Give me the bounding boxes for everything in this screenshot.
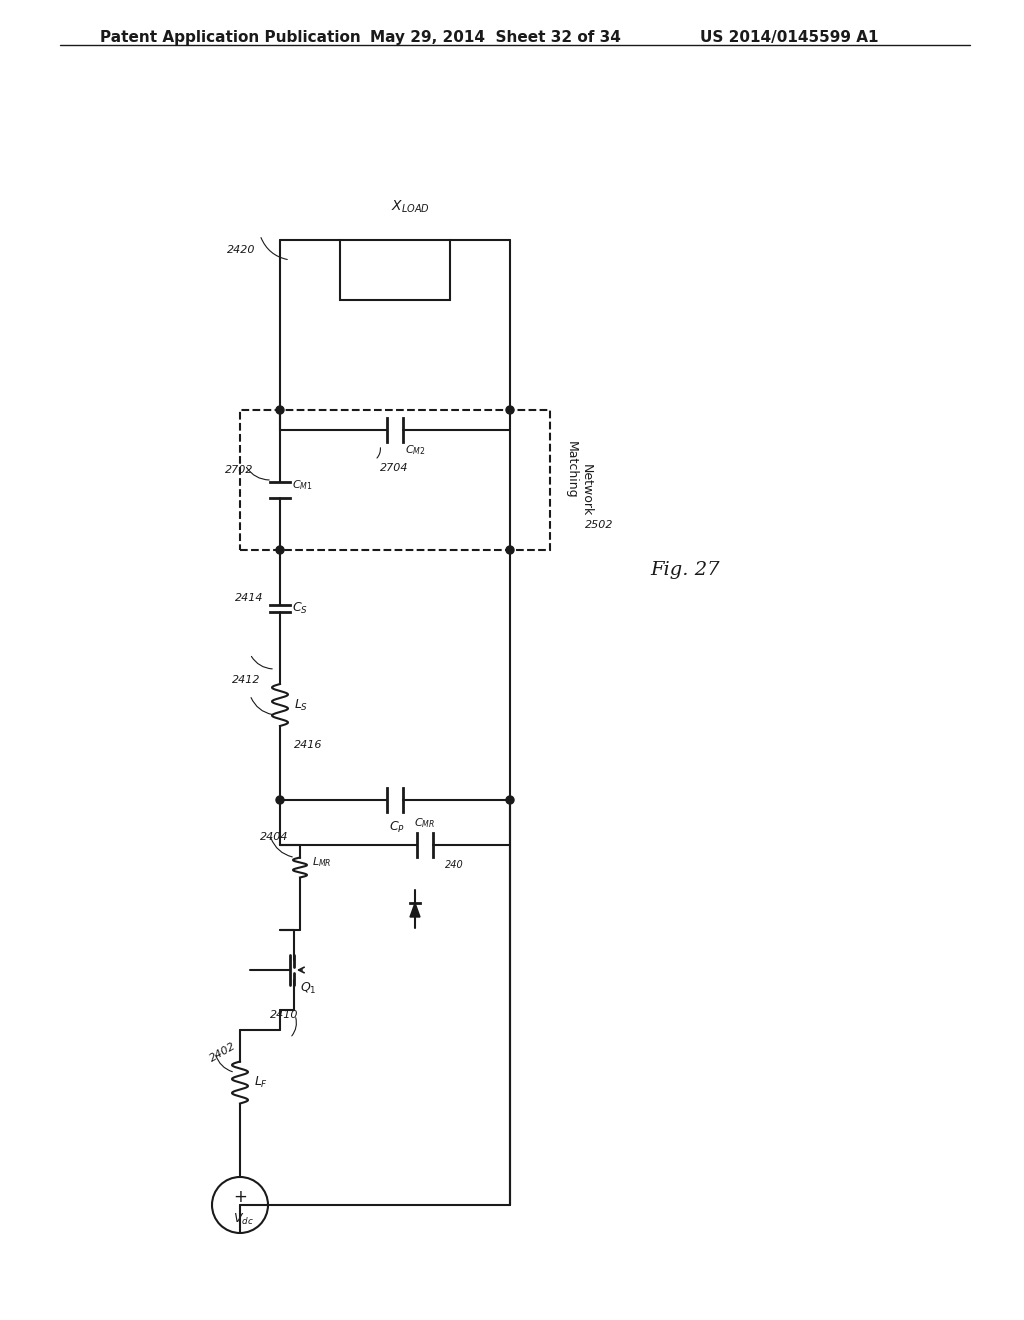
Text: May 29, 2014  Sheet 32 of 34: May 29, 2014 Sheet 32 of 34 — [370, 30, 621, 45]
Text: 2502: 2502 — [585, 520, 613, 531]
Text: Fig. 27: Fig. 27 — [650, 561, 720, 579]
Text: 2410: 2410 — [270, 1010, 299, 1020]
Text: $C_S$: $C_S$ — [292, 601, 308, 615]
Text: $C_{M2}$: $C_{M2}$ — [406, 444, 426, 457]
Text: 2402: 2402 — [208, 1041, 238, 1064]
Circle shape — [506, 546, 514, 554]
Text: Matching: Matching — [565, 441, 578, 499]
Circle shape — [276, 796, 284, 804]
Text: $X_{LOAD}$: $X_{LOAD}$ — [390, 198, 429, 215]
Text: Network: Network — [580, 463, 593, 516]
Bar — [240, 411, 550, 550]
Text: 2412: 2412 — [232, 675, 260, 685]
Text: 2404: 2404 — [260, 833, 289, 842]
Text: 2702: 2702 — [225, 465, 254, 475]
Circle shape — [506, 796, 514, 804]
Text: $L_F$: $L_F$ — [254, 1074, 268, 1090]
Text: +: + — [233, 1188, 247, 1206]
Text: 2704: 2704 — [380, 463, 409, 473]
Circle shape — [276, 546, 284, 554]
Polygon shape — [410, 903, 420, 917]
Bar — [340, 240, 450, 300]
Circle shape — [276, 407, 284, 414]
Text: 2414: 2414 — [234, 593, 263, 603]
Text: $C_{MR}$: $C_{MR}$ — [415, 816, 435, 830]
Text: Patent Application Publication: Patent Application Publication — [100, 30, 360, 45]
Text: $V_{dc}$: $V_{dc}$ — [232, 1212, 253, 1226]
Circle shape — [506, 407, 514, 414]
Text: $L_S$: $L_S$ — [294, 697, 308, 713]
Text: 2416: 2416 — [294, 741, 323, 750]
Text: $C_{M1}$: $C_{M1}$ — [292, 478, 312, 492]
Text: $L_{MR}$: $L_{MR}$ — [312, 855, 332, 870]
Text: $Q_1$: $Q_1$ — [300, 981, 316, 995]
Text: 240: 240 — [445, 861, 464, 870]
Text: 2420: 2420 — [226, 246, 255, 255]
Text: $C_P$: $C_P$ — [389, 820, 406, 836]
Text: US 2014/0145599 A1: US 2014/0145599 A1 — [700, 30, 879, 45]
